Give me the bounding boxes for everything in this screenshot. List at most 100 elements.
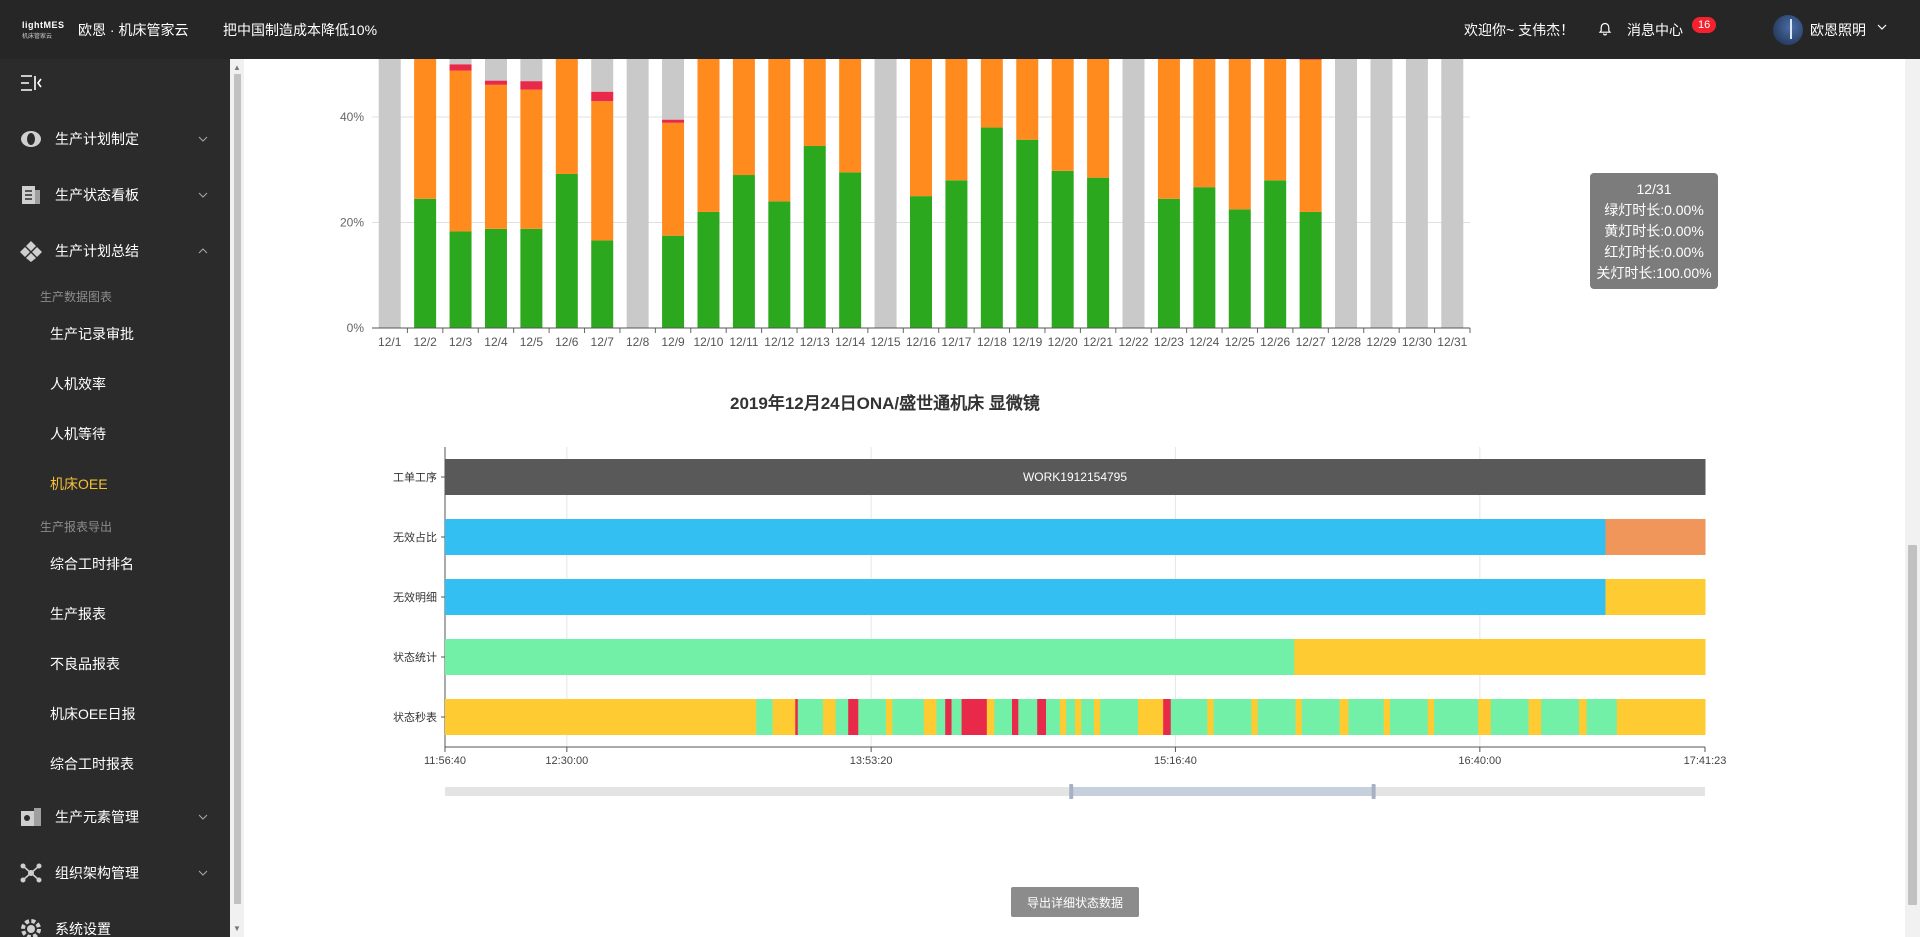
bar-segment-red — [484, 80, 507, 85]
logo[interactable]: lightMES 机床管家云 — [22, 20, 65, 40]
gantt-segment — [1528, 699, 1542, 735]
bar-segment-orange — [803, 59, 826, 147]
x-tick-label: 12/8 — [626, 335, 650, 349]
gantt-segment — [1138, 699, 1164, 735]
bar-segment-green — [414, 198, 437, 328]
sidebar-item-summary[interactable]: 生产计划总结 — [0, 227, 230, 275]
message-center-link[interactable]: 消息中心 — [1627, 22, 1683, 38]
gantt-segment — [1075, 699, 1082, 735]
x-tick-label: 12/15 — [871, 335, 901, 349]
slogan: 把中国制造成本降低10% — [223, 22, 378, 38]
gantt-segment — [994, 699, 1013, 735]
bar-segment-red — [1299, 59, 1322, 60]
bar-segment-red — [662, 119, 685, 123]
bar-segment-orange — [1264, 59, 1287, 181]
chevron-down-icon[interactable] — [1877, 22, 1887, 32]
app-title: 欧恩 · 机床管家云 — [78, 22, 189, 38]
gantt-segment — [772, 699, 796, 735]
bar-segment-gray — [874, 59, 897, 328]
bar-segment-red — [449, 64, 472, 71]
bar-segment-green — [803, 146, 826, 328]
time-tick-label: 17:41:23 — [1684, 755, 1727, 767]
row-label: 无效明细 — [393, 590, 437, 604]
main-scrollbar-thumb[interactable] — [1908, 545, 1917, 905]
bar-segment-gray — [1370, 59, 1393, 328]
x-tick-label: 12/23 — [1154, 335, 1184, 349]
tooltip-line: 红灯时长:0.00% — [1604, 244, 1704, 260]
gantt-segment — [445, 519, 1606, 555]
sidebar-item-dashboard[interactable]: 生产状态看板 — [0, 171, 230, 219]
zoom-slider-handle[interactable] — [1371, 784, 1376, 799]
sidebar-item-hours-report[interactable]: 综合工时报表 — [50, 756, 134, 772]
bar-segment-gray — [1441, 59, 1464, 328]
sidebar-item-elements[interactable]: 生产元素管理 — [0, 793, 230, 841]
time-tick-label: 12:30:00 — [545, 755, 588, 767]
bar-segment-orange — [1193, 59, 1216, 188]
bar-segment-green — [768, 201, 791, 328]
avatar[interactable] — [1773, 15, 1803, 45]
scroll-down-arrow-icon[interactable]: ▼ — [233, 924, 241, 933]
gantt-segment — [1012, 699, 1019, 735]
gantt-segment — [1066, 699, 1076, 735]
x-tick-label: 12/4 — [484, 335, 508, 349]
scroll-up-arrow-icon[interactable]: ▲ — [233, 63, 241, 72]
sidebar-item-record-approval[interactable]: 生产记录审批 — [50, 326, 134, 342]
sidebar-item-plan[interactable]: 生产计划制定 — [0, 115, 230, 163]
bar-segment-orange — [414, 59, 437, 199]
oee-charts: 0% 20% 40% 12/1 12/2 12/3 12/4 12/5 12/6 12/7 12/8… — [340, 59, 1727, 799]
gantt-segment — [1605, 519, 1706, 555]
bar-segment-green — [1051, 170, 1074, 328]
bar-segment-green — [697, 211, 720, 328]
bar-segment-green — [839, 172, 862, 328]
sidebar-item-efficiency[interactable]: 人机效率 — [50, 376, 106, 392]
x-tick-label: 12/19 — [1012, 335, 1042, 349]
x-tick-label: 12/17 — [941, 335, 971, 349]
gantt-segment — [936, 699, 946, 735]
gantt-segment — [1579, 699, 1588, 735]
bar-segment-orange — [980, 59, 1003, 128]
export-detail-button[interactable]: 导出详细状态数据 — [1011, 887, 1139, 917]
x-tick-label: 12/31 — [1437, 335, 1467, 349]
sidebar-item-production-report[interactable]: 生产报表 — [50, 606, 106, 622]
gantt-segment — [858, 699, 887, 735]
x-tick-label: 12/10 — [693, 335, 723, 349]
x-tick-label: 12/13 — [800, 335, 830, 349]
bar-segment-orange — [1051, 59, 1074, 171]
bar-segment-gray — [626, 59, 649, 328]
welcome-text: 欢迎你~ 支伟杰！ — [1464, 22, 1575, 38]
bar-segment-orange — [1016, 59, 1039, 140]
zoom-slider-handle[interactable] — [1069, 784, 1074, 799]
bar-segment-gray — [662, 59, 685, 120]
row-label: 状态秒表 — [393, 710, 437, 724]
gantt-segment — [756, 699, 774, 735]
sidebar-item-defect-report[interactable]: 不良品报表 — [50, 656, 120, 672]
bar-segment-orange — [697, 59, 720, 212]
x-tick-label: 12/2 — [413, 335, 437, 349]
bar-segment-gray — [1335, 59, 1358, 328]
bell-icon[interactable] — [1598, 22, 1612, 36]
gantt-segment — [1163, 699, 1172, 735]
sidebar-item-org[interactable]: 组织架构管理 — [0, 849, 230, 897]
sidebar-item-hours-ranking[interactable]: 综合工时排名 — [50, 556, 134, 572]
bar-segment-green — [945, 180, 968, 328]
bar-segment-green — [1228, 209, 1251, 328]
menu-collapse-icon[interactable] — [20, 72, 42, 94]
x-tick-label: 12/14 — [835, 335, 865, 349]
sidebar-item-waiting[interactable]: 人机等待 — [50, 426, 106, 442]
bar-segment-gray — [1405, 59, 1428, 328]
sidebar-item-oee[interactable]: 机床OEE — [50, 476, 108, 492]
x-tick-label: 12/24 — [1189, 335, 1219, 349]
gantt-segment — [951, 699, 963, 735]
gantt-segment — [1170, 699, 1208, 735]
x-tick-label: 12/5 — [520, 335, 544, 349]
user-name[interactable]: 欧恩照明 — [1810, 22, 1866, 38]
sidebar-item-settings[interactable]: 系统设置 — [0, 905, 230, 937]
plan-icon — [21, 131, 41, 147]
bar-segment-orange — [732, 59, 755, 176]
gantt-segment — [1383, 699, 1391, 735]
sidebar-item-oee-daily[interactable]: 机床OEE日报 — [50, 706, 136, 722]
gantt-segment — [1434, 699, 1479, 735]
x-tick-label: 12/27 — [1296, 335, 1326, 349]
bar-segment-orange — [945, 59, 968, 181]
sidebar-scrollbar-thumb[interactable] — [234, 74, 241, 904]
